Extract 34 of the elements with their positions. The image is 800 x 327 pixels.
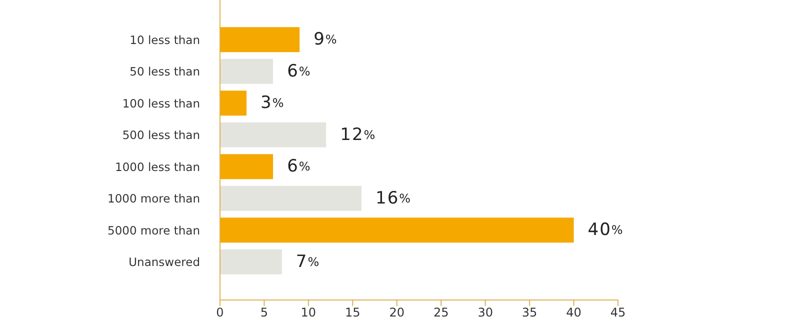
- x-tick-label: 40: [566, 306, 582, 320]
- data-label: 40%: [588, 220, 624, 240]
- y-tick-label: 5000 more than: [108, 223, 200, 238]
- data-label: 9%: [314, 30, 338, 50]
- data-label: 6%: [287, 156, 312, 177]
- x-tick-label: 20: [389, 306, 405, 320]
- y-tick-label: 50 less than: [130, 64, 200, 79]
- data-label: 7%: [296, 252, 320, 272]
- bar: [220, 58, 274, 84]
- bar: [220, 27, 300, 52]
- data-label: 3%: [260, 93, 285, 114]
- x-tick-label: 45: [610, 306, 626, 320]
- bar: [220, 186, 362, 211]
- x-tick-label: 25: [433, 306, 449, 320]
- y-tick-label: 500 less than: [122, 128, 200, 142]
- bar: [220, 218, 574, 243]
- y-tick-label: 100 less than: [122, 96, 200, 110]
- y-tick-label: Unanswered: [128, 255, 200, 270]
- y-tick-label: 1000 more than: [108, 192, 200, 206]
- bar: [220, 154, 274, 180]
- x-tick-label: 10: [300, 306, 316, 320]
- x-tick-label: 35: [522, 306, 538, 320]
- x-tick-label: 0: [216, 306, 224, 320]
- data-label: 12%: [340, 124, 376, 145]
- data-label: 16%: [376, 188, 412, 208]
- bar: [220, 122, 326, 148]
- x-tick-label: 15: [345, 306, 360, 320]
- y-tick-label: 1000 less than: [115, 160, 200, 174]
- y-tick-label: 10 less than: [130, 32, 200, 47]
- bar: [220, 249, 282, 274]
- bar: [220, 90, 247, 116]
- data-label: 6%: [287, 61, 312, 82]
- x-tick-label: 5: [260, 306, 268, 320]
- x-tick-label: 30: [478, 306, 493, 320]
